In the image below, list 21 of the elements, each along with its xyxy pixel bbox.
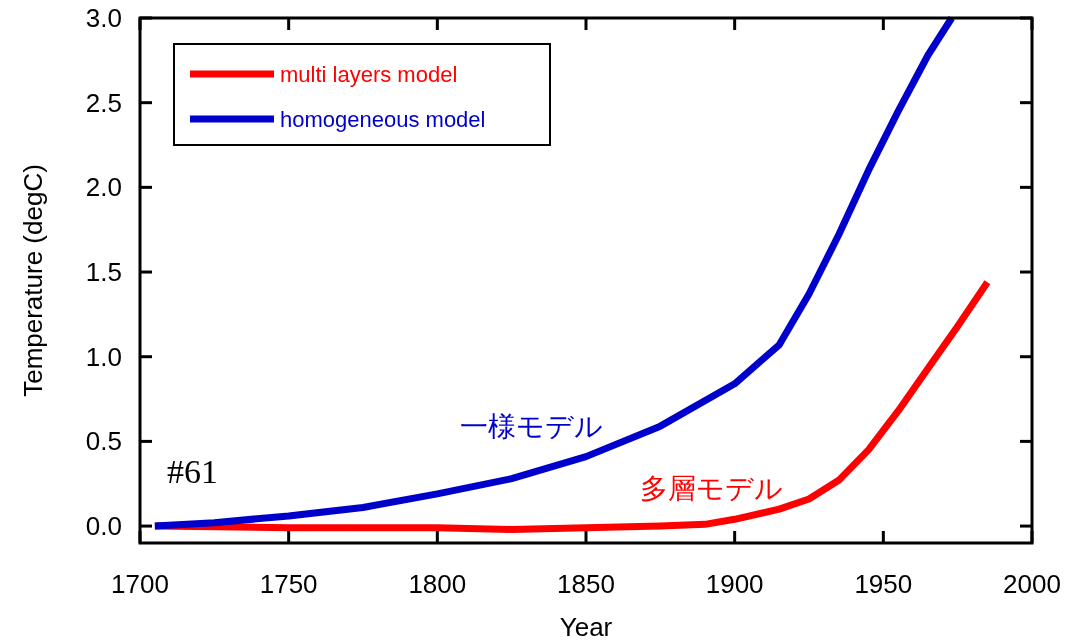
x-tick-label: 1750 (259, 569, 318, 599)
legend-label: multi layers model (280, 62, 458, 87)
y-tick-label: 2.5 (85, 87, 122, 118)
x-tick-label: 1900 (705, 569, 764, 599)
y-axis-title: Temperature (degC) (18, 164, 48, 397)
x-tick-label: 1950 (854, 569, 913, 599)
annotation: #61 (167, 453, 218, 490)
x-tick-label: 2000 (1003, 569, 1061, 599)
x-tick-label: 1800 (408, 569, 467, 599)
y-tick-label: 0.5 (85, 426, 122, 457)
legend-label: homogeneous model (280, 107, 486, 132)
y-tick-label: 1.5 (85, 257, 122, 288)
y-tick-label: 1.0 (85, 341, 122, 372)
x-tick-label: 1850 (557, 569, 615, 599)
x-axis-title: Year (559, 612, 613, 641)
y-tick-label: 3.0 (85, 3, 122, 33)
y-tick-label: 0.0 (85, 511, 122, 542)
x-tick-label: 1700 (111, 569, 169, 599)
y-tick-label: 2.0 (85, 172, 122, 203)
annotation: 多層モデル (640, 472, 783, 505)
annotation: 一様モデル (460, 410, 603, 443)
